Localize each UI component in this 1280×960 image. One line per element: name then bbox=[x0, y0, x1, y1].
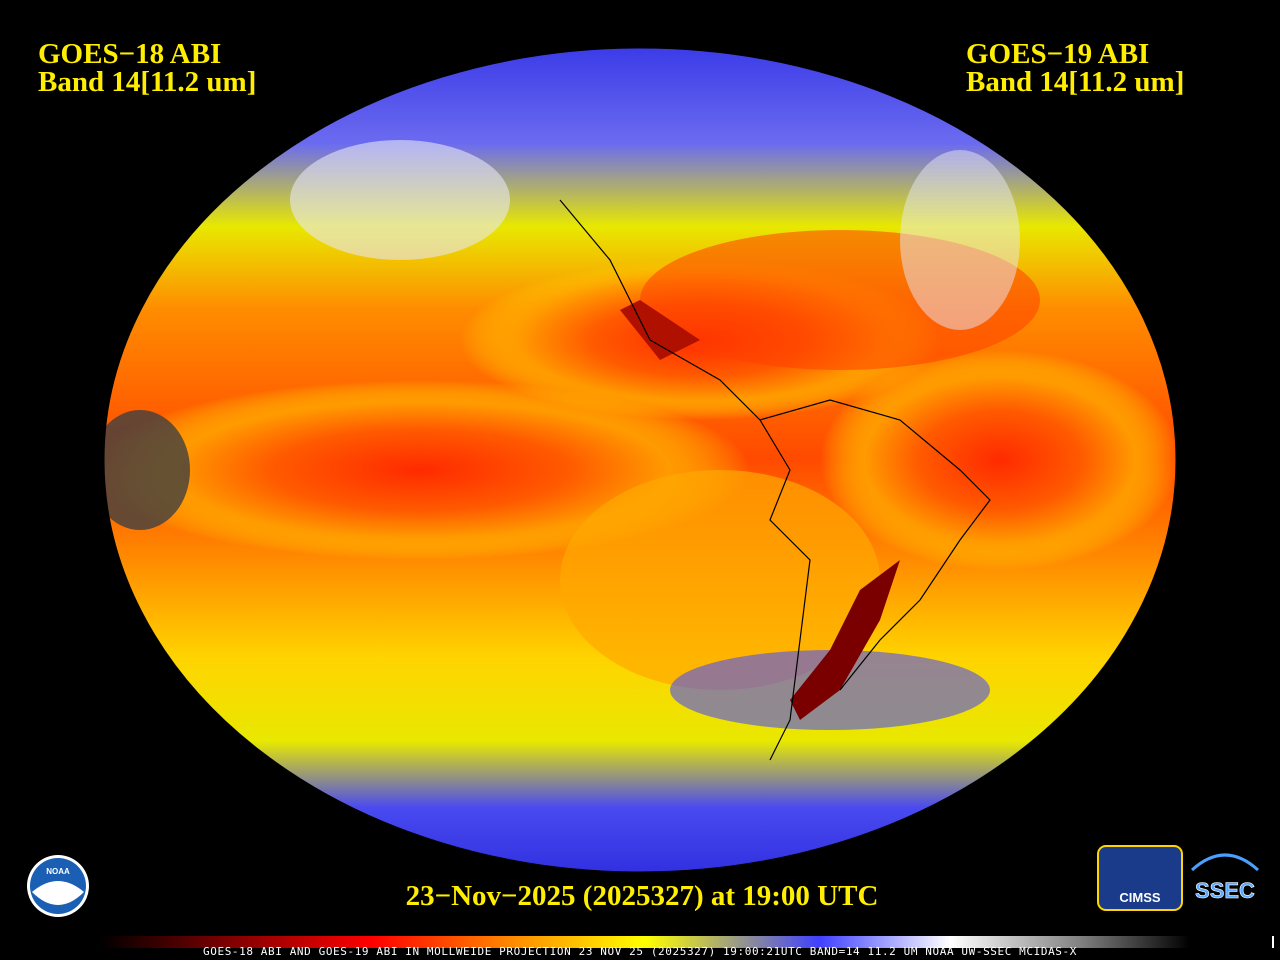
cloud bbox=[900, 150, 1020, 330]
left-satellite: GOES−18 ABI bbox=[38, 38, 221, 70]
right-band: Band 14[11.2 um] bbox=[966, 66, 1184, 98]
logo-wave bbox=[32, 881, 84, 905]
land-hot bbox=[620, 300, 700, 360]
globe-edge bbox=[103, 47, 1177, 873]
warm-region bbox=[104, 380, 750, 560]
right-satellite: GOES−19 ABI bbox=[966, 38, 1149, 70]
bar-end bbox=[1272, 936, 1274, 948]
noaa-text: NOAA bbox=[46, 867, 70, 876]
timestamp: 23−Nov−2025 (2025327) at 19:00 UTC bbox=[406, 880, 879, 912]
cloud bbox=[290, 140, 510, 260]
cold-cloud bbox=[104, 410, 190, 530]
color-bar bbox=[100, 936, 1190, 948]
warm-region bbox=[560, 470, 880, 690]
logo-box bbox=[1097, 845, 1183, 911]
globe-image bbox=[104, 48, 1176, 872]
left-band: Band 14[11.2 um] bbox=[38, 66, 256, 98]
ssec-text: SSEC bbox=[1195, 878, 1255, 903]
noaa-logo: NOAA bbox=[27, 855, 89, 917]
cimss-text: CIMSS bbox=[1119, 890, 1161, 905]
logo-arc bbox=[1190, 853, 1260, 872]
ssec-logo: SSEC bbox=[1190, 853, 1260, 903]
cimss-logo: CIMSS bbox=[1097, 845, 1183, 911]
footer-caption: GOES-18 ABI AND GOES-19 ABI IN MOLLWEIDE… bbox=[203, 945, 1077, 958]
warm-region bbox=[820, 350, 1176, 570]
land-hot bbox=[790, 560, 900, 720]
coastline bbox=[559, 199, 991, 761]
